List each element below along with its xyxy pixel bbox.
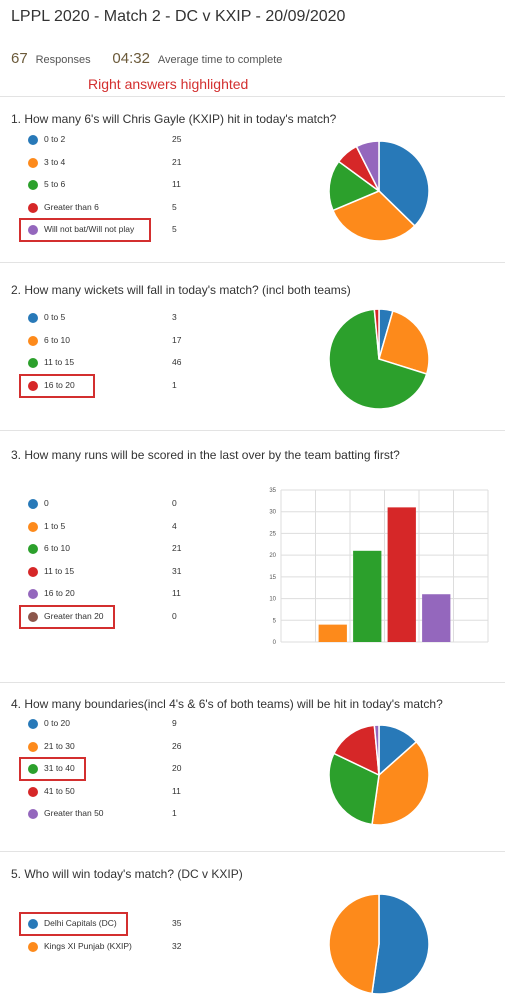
legend-label: 0 to 20	[44, 718, 70, 728]
legend-count: 32	[172, 941, 181, 951]
question-title: 4. How many boundaries(incl 4's & 6's of…	[11, 697, 443, 711]
legend-label: 11 to 15	[44, 357, 74, 367]
legend-count: 9	[172, 718, 177, 728]
legend-swatch-icon	[28, 180, 38, 190]
y-tick-label: 25	[269, 531, 276, 537]
legend-label: 0	[44, 498, 49, 508]
legend-label: 3 to 4	[44, 157, 65, 167]
legend-swatch-icon	[28, 809, 38, 819]
legend-count: 21	[172, 157, 181, 167]
pie-chart	[327, 139, 431, 243]
avg-time: 04:32	[112, 50, 150, 67]
legend-swatch-icon	[28, 336, 38, 346]
legend-swatch-icon	[28, 567, 38, 577]
y-tick-label: 15	[269, 575, 276, 581]
right-answer-highlight-box	[19, 912, 128, 936]
legend-label: Greater than 50	[44, 808, 104, 818]
legend-swatch-icon	[28, 135, 38, 145]
legend-label: 5 to 6	[44, 179, 65, 189]
legend-label: 16 to 20	[44, 588, 75, 598]
legend-swatch-icon	[28, 589, 38, 599]
legend-count: 17	[172, 335, 181, 345]
y-tick-label: 10	[269, 597, 276, 603]
legend-swatch-icon	[28, 203, 38, 213]
legend-label: Kings XI Punjab (KXIP)	[44, 941, 132, 951]
y-tick-label: 20	[269, 553, 276, 559]
y-tick-label: 35	[269, 488, 276, 494]
legend-swatch-icon	[28, 787, 38, 797]
highlight-note: Right answers highlighted	[88, 76, 248, 92]
right-answer-highlight-box	[19, 757, 86, 781]
legend-label: 0 to 2	[44, 134, 65, 144]
legend-swatch-icon	[28, 158, 38, 168]
legend-count: 0	[172, 498, 177, 508]
legend-count: 25	[172, 134, 181, 144]
legend-swatch-icon	[28, 313, 38, 323]
legend-swatch-icon	[28, 942, 38, 952]
stats-bar: 67 Responses 04:32 Average time to compl…	[11, 50, 282, 67]
legend-swatch-icon	[28, 358, 38, 368]
legend-count: 5	[172, 224, 177, 234]
legend-swatch-icon	[28, 544, 38, 554]
legend-label: 0 to 5	[44, 312, 65, 322]
y-tick-label: 30	[269, 510, 276, 516]
question-title: 2. How many wickets will fall in today's…	[11, 283, 351, 297]
legend-label: 6 to 10	[44, 543, 70, 553]
legend-count: 20	[172, 763, 181, 773]
header-divider	[0, 96, 505, 97]
bar-chart: 0 5 10 15 20 25 30 35	[265, 489, 490, 643]
legend-count: 46	[172, 357, 181, 367]
question-title: 5. Who will win today's match? (DC v KXI…	[11, 867, 243, 881]
legend-swatch-icon	[28, 499, 38, 509]
y-tick-label: 5	[273, 618, 277, 624]
legend-label: 41 to 50	[44, 786, 75, 796]
legend-count: 1	[172, 380, 177, 390]
responses-label: Responses	[36, 54, 91, 66]
responses-count: 67	[11, 50, 28, 67]
legend-label: Greater than 6	[44, 202, 99, 212]
pie-chart	[327, 892, 431, 996]
pie-chart	[327, 723, 431, 827]
pie-slice	[372, 894, 429, 994]
section-divider	[0, 430, 505, 431]
legend-count: 11	[172, 179, 181, 189]
bar	[319, 625, 347, 642]
bar	[388, 507, 416, 642]
avg-time-label: Average time to complete	[158, 54, 283, 66]
bar	[422, 594, 450, 642]
right-answer-highlight-box	[19, 218, 151, 242]
legend-count: 11	[172, 786, 181, 796]
right-answer-highlight-box	[19, 374, 95, 398]
legend-swatch-icon	[28, 522, 38, 532]
legend-count: 0	[172, 611, 177, 621]
legend-count: 3	[172, 312, 177, 322]
survey-title: LPPL 2020 - Match 2 - DC v KXIP - 20/09/…	[11, 8, 345, 26]
section-divider	[0, 262, 505, 263]
section-divider	[0, 682, 505, 683]
pie-chart	[327, 307, 431, 411]
legend-count: 35	[172, 918, 181, 928]
legend-count: 11	[172, 588, 181, 598]
question-title: 3. How many runs will be scored in the l…	[11, 448, 400, 462]
legend-label: 1 to 5	[44, 521, 65, 531]
question-title: 1. How many 6's will Chris Gayle (KXIP) …	[11, 112, 336, 126]
legend-count: 1	[172, 808, 177, 818]
legend-count: 21	[172, 543, 181, 553]
legend-swatch-icon	[28, 719, 38, 729]
right-answer-highlight-box	[19, 605, 115, 629]
legend-label: 11 to 15	[44, 566, 74, 576]
section-divider	[0, 851, 505, 852]
legend-count: 4	[172, 521, 177, 531]
legend-count: 26	[172, 741, 181, 751]
legend-label: 21 to 30	[44, 741, 75, 751]
legend-label: 6 to 10	[44, 335, 70, 345]
bar	[353, 551, 381, 642]
y-tick-label: 0	[273, 640, 277, 646]
legend-swatch-icon	[28, 742, 38, 752]
legend-count: 31	[172, 566, 181, 576]
legend-count: 5	[172, 202, 177, 212]
pie-slice	[329, 894, 379, 994]
